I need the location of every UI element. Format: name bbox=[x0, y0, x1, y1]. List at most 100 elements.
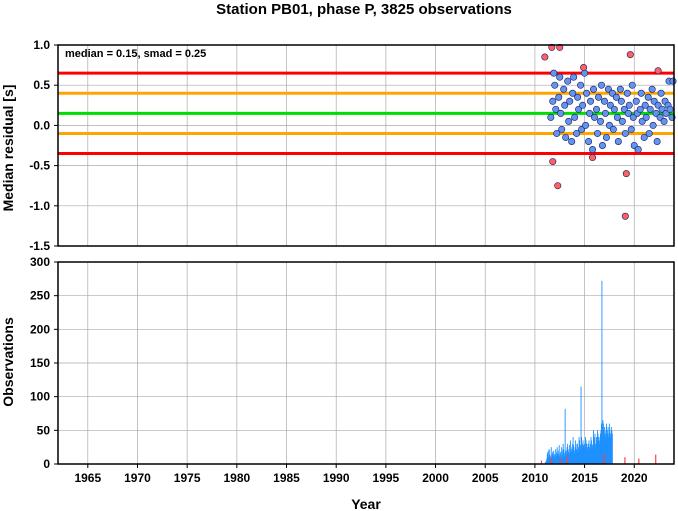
x-tick-label: 2015 bbox=[571, 471, 598, 485]
x-tick-label: 1965 bbox=[74, 471, 101, 485]
data-point bbox=[649, 121, 657, 129]
observation-bar bbox=[565, 450, 567, 464]
observation-bar bbox=[599, 437, 601, 464]
observation-bar bbox=[549, 454, 551, 464]
observation-bar bbox=[547, 451, 549, 464]
observation-bar bbox=[549, 455, 551, 464]
data-point bbox=[627, 125, 635, 133]
data-point bbox=[571, 113, 579, 121]
data-point bbox=[557, 109, 565, 117]
observation-bar bbox=[598, 440, 600, 464]
data-point bbox=[625, 101, 633, 109]
data-point bbox=[582, 121, 590, 129]
observation-bar bbox=[553, 450, 555, 464]
observation-bar bbox=[601, 280, 603, 464]
observation-bar bbox=[584, 443, 585, 464]
observation-bar bbox=[583, 449, 585, 464]
observation-bar bbox=[556, 447, 558, 464]
data-point bbox=[590, 85, 598, 93]
observation-bar bbox=[610, 437, 612, 464]
data-point bbox=[669, 77, 677, 85]
y-tick-label: -1.0 bbox=[29, 199, 50, 213]
observation-bar bbox=[578, 437, 580, 464]
observation-bar bbox=[598, 443, 600, 464]
year-x-ticks: 1965 1970 1975 1980 1985 1990 1995 2000 2005 2010… bbox=[74, 464, 648, 485]
data-point bbox=[634, 146, 642, 154]
data-point bbox=[547, 113, 555, 121]
observation-bar bbox=[586, 447, 588, 464]
residual-panel: 1.0 0.5 0.0 -0.5 -1.0 -1.5 median = 0.15, sma… bbox=[0, 38, 677, 253]
observation-bar bbox=[610, 426, 612, 464]
observation-bar bbox=[580, 386, 582, 464]
data-point bbox=[591, 113, 599, 121]
observation-bar bbox=[609, 430, 611, 464]
observation-bar bbox=[600, 423, 602, 464]
data-point bbox=[621, 212, 629, 220]
data-point bbox=[636, 105, 644, 113]
observation-bar bbox=[580, 449, 582, 464]
data-point bbox=[598, 142, 606, 150]
data-point bbox=[553, 129, 561, 137]
observation-bar bbox=[573, 445, 575, 464]
data-point bbox=[642, 113, 650, 121]
outlier-bar bbox=[624, 457, 626, 464]
observation-bar bbox=[596, 437, 597, 464]
y-tick-label: 1.0 bbox=[33, 38, 50, 52]
observations-y-ticks: 300 250 200 150 100 50 0 bbox=[30, 255, 58, 471]
data-point bbox=[566, 97, 574, 105]
observation-bar bbox=[590, 437, 592, 464]
observation-bar bbox=[554, 457, 556, 464]
outlier-bar bbox=[566, 455, 568, 464]
observation-bar bbox=[608, 426, 610, 464]
x-tick-label: 2020 bbox=[621, 471, 648, 485]
observation-bar bbox=[564, 408, 566, 464]
data-point bbox=[558, 125, 566, 133]
data-point bbox=[641, 101, 649, 109]
observation-bar bbox=[581, 437, 583, 464]
data-point bbox=[552, 105, 560, 113]
data-point bbox=[628, 81, 636, 89]
x-tick-label: 1985 bbox=[273, 471, 300, 485]
observation-bar bbox=[592, 447, 593, 464]
data-point bbox=[614, 137, 622, 145]
data-point bbox=[593, 105, 601, 113]
observation-bar bbox=[592, 443, 594, 464]
y-tick-label: -0.5 bbox=[29, 159, 50, 173]
observation-bar bbox=[575, 443, 577, 464]
data-point bbox=[577, 81, 585, 89]
observations-outlier-bars bbox=[540, 453, 657, 464]
x-tick-label: 2000 bbox=[422, 471, 449, 485]
data-point bbox=[602, 133, 610, 141]
observation-bar bbox=[553, 453, 555, 464]
observation-bar bbox=[569, 450, 571, 464]
data-point bbox=[609, 125, 617, 133]
observation-bar bbox=[554, 454, 556, 464]
y-tick-label: -1.5 bbox=[29, 239, 50, 253]
observation-bar bbox=[560, 451, 562, 464]
observation-bar bbox=[546, 458, 548, 464]
data-point bbox=[594, 93, 602, 101]
data-point bbox=[645, 129, 653, 137]
observation-bar bbox=[568, 453, 570, 464]
observation-bar bbox=[576, 449, 578, 464]
data-point bbox=[548, 43, 556, 51]
data-point bbox=[593, 129, 601, 137]
observation-bar bbox=[555, 451, 557, 464]
data-point bbox=[610, 105, 618, 113]
data-point bbox=[565, 117, 573, 125]
data-point bbox=[579, 101, 587, 109]
x-tick-label: 1995 bbox=[373, 471, 400, 485]
y-tick-label: 150 bbox=[30, 356, 50, 370]
observation-bar bbox=[607, 433, 609, 464]
y-tick-label: 50 bbox=[37, 423, 51, 437]
data-point bbox=[564, 77, 572, 85]
observation-bar bbox=[606, 430, 608, 464]
y-tick-label: 100 bbox=[30, 390, 50, 404]
observation-bar bbox=[567, 443, 569, 464]
data-point bbox=[640, 133, 648, 141]
data-point bbox=[646, 105, 654, 113]
observation-bar bbox=[573, 450, 575, 464]
observation-bar bbox=[611, 433, 613, 464]
